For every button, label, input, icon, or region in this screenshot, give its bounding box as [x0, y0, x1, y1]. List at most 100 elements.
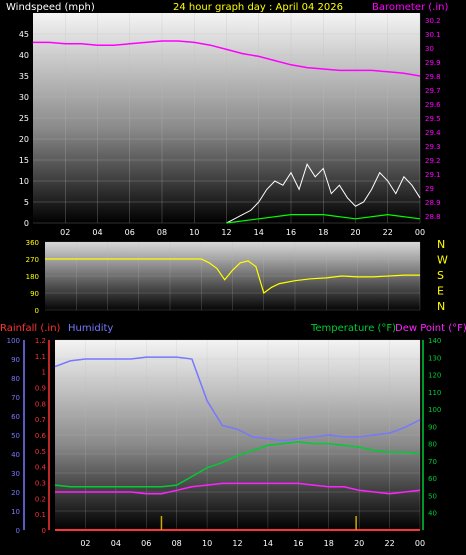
rainfall-axis-title: Rainfall (.in) — [0, 323, 61, 334]
rainfall-tick-label: 0.5 — [35, 448, 46, 456]
compass-label: S — [437, 269, 444, 282]
temp-humidity-plot-area — [55, 340, 420, 530]
humidity-tick-label: 30 — [11, 470, 20, 478]
direction-tick-label: 90 — [30, 290, 39, 298]
barometer-tick-label: 30.2 — [425, 17, 441, 25]
barometer-tick-label: 29.6 — [425, 101, 441, 109]
direction-tick-label: 0 — [35, 307, 39, 315]
rainfall-tick-label: 0 — [42, 527, 46, 535]
x-tick-label: 18 — [324, 539, 334, 548]
humidity-tick-label: 10 — [11, 508, 20, 516]
rainfall-tick-label: 0.6 — [35, 432, 47, 440]
x-tick-label: 08 — [157, 228, 167, 237]
x-tick-label: 08 — [172, 539, 182, 548]
rainfall-tick-label: 1 — [42, 369, 46, 377]
gust-line — [226, 213, 421, 224]
humidity-tick-label: 70 — [11, 394, 20, 402]
temperature-tick-label: 110 — [428, 389, 441, 397]
x-tick-label: 04 — [92, 228, 102, 237]
windspeed-tick-label: 35 — [19, 72, 29, 81]
humidity-tick-label: 40 — [11, 451, 20, 459]
x-tick-label: 12 — [221, 228, 231, 237]
humidity-tick-label: 0 — [16, 527, 20, 535]
rainfall-tick-label: 0.8 — [35, 400, 46, 408]
windspeed-tick-label: 20 — [19, 135, 29, 144]
barometer-tick-label: 30.1 — [425, 31, 441, 39]
compass-label: E — [437, 285, 444, 298]
windspeed-tick-label: 15 — [19, 156, 29, 165]
barometer-tick-label: 30 — [425, 45, 434, 53]
rainfall-tick-label: 0.1 — [35, 511, 46, 519]
x-tick-label: 06 — [125, 228, 135, 237]
rainfall-tick-label: 1.1 — [35, 353, 46, 361]
temperature-tick-label: 90 — [428, 423, 437, 431]
x-tick-label: 04 — [111, 539, 121, 548]
windspeed-tick-label: 0 — [24, 219, 29, 228]
temperature-tick-label: 130 — [428, 354, 441, 362]
barometer-tick-label: 29.4 — [425, 129, 441, 137]
humidity-tick-label: 100 — [7, 337, 20, 345]
temperature-tick-label: 120 — [428, 372, 441, 380]
rainfall-tick-label: 0.3 — [35, 480, 46, 488]
temperature-axis-title: Temperature (°F) — [310, 323, 396, 334]
barometer-tick-label: 29.2 — [425, 157, 441, 165]
dewpoint-line — [55, 482, 421, 495]
temperature-tick-label: 80 — [428, 441, 437, 449]
humidity-axis-title: Humidity — [68, 323, 113, 334]
x-tick-label: 14 — [254, 228, 264, 237]
rainfall-tick-label: 1.2 — [35, 337, 46, 345]
windspeed-tick-label: 10 — [19, 177, 29, 186]
x-tick-label: 06 — [141, 539, 151, 548]
windspeed-tick-label: 30 — [19, 93, 29, 102]
temperature-tick-label: 50 — [428, 492, 437, 500]
direction-tick-label: 180 — [26, 273, 39, 281]
barometer-tick-label: 29.9 — [425, 59, 441, 67]
barometer-line — [33, 40, 421, 77]
compass-label: W — [437, 254, 448, 267]
temperature-tick-label: 140 — [428, 337, 441, 345]
temperature-tick-label: 100 — [428, 406, 441, 414]
x-tick-label: 10 — [202, 539, 212, 548]
temperature-tick-label: 40 — [428, 510, 437, 518]
rainfall-tick-label: 0.9 — [35, 385, 46, 393]
windspeed-tick-label: 25 — [19, 114, 29, 123]
x-tick-label: 16 — [286, 228, 296, 237]
x-tick-label: 20 — [354, 539, 364, 548]
x-tick-label: 22 — [384, 539, 394, 548]
humidity-line — [54, 356, 421, 442]
x-tick-label: 16 — [293, 539, 303, 548]
barometer-tick-label: 29.5 — [425, 115, 441, 123]
rainfall-tick-label: 0.2 — [35, 495, 46, 503]
barometer-tick-label: 29.3 — [425, 143, 441, 151]
windspeed-axis-title: Windspeed (mph) — [6, 2, 95, 13]
rainfall-tick-label: 0.7 — [35, 416, 46, 424]
barometer-tick-label: 29.1 — [425, 171, 441, 179]
x-tick-label: 00 — [415, 539, 425, 548]
wind-direction-line — [45, 258, 420, 294]
x-tick-label: 20 — [350, 228, 360, 237]
barometer-tick-label: 29 — [425, 185, 434, 193]
x-tick-label: 14 — [263, 539, 273, 548]
x-tick-label: 12 — [232, 539, 242, 548]
barometer-tick-label: 28.8 — [425, 213, 441, 221]
temperature-tick-label: 70 — [428, 458, 437, 466]
barometer-axis-title: Barometer (.in) — [372, 2, 448, 13]
direction-tick-label: 360 — [26, 239, 39, 247]
windspeed-line — [226, 163, 421, 224]
x-tick-label: 22 — [383, 228, 393, 237]
x-tick-label: 10 — [189, 228, 199, 237]
compass-label: N — [437, 300, 445, 313]
barometer-tick-label: 29.8 — [425, 73, 441, 81]
dewpoint-axis-title: Dew Point (°F) — [395, 323, 466, 334]
windspeed-tick-label: 45 — [19, 30, 29, 39]
windspeed-tick-label: 5 — [24, 198, 29, 207]
compass-label: N — [437, 238, 445, 251]
x-tick-label: 18 — [318, 228, 328, 237]
barometer-tick-label: 29.7 — [425, 87, 441, 95]
humidity-tick-label: 60 — [11, 413, 20, 421]
direction-tick-label: 270 — [26, 256, 39, 264]
wind-direction-plot-area — [45, 242, 420, 310]
humidity-tick-label: 80 — [11, 375, 20, 383]
humidity-tick-label: 90 — [11, 356, 20, 364]
